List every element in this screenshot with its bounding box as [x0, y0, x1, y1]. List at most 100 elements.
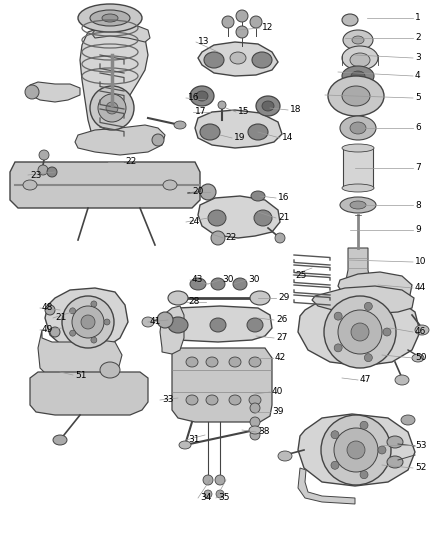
Ellipse shape — [334, 312, 342, 320]
Text: 34: 34 — [200, 494, 212, 503]
Ellipse shape — [364, 302, 372, 310]
Ellipse shape — [168, 317, 188, 333]
Ellipse shape — [100, 362, 120, 378]
Ellipse shape — [204, 490, 212, 498]
Ellipse shape — [387, 436, 403, 448]
Text: 9: 9 — [415, 225, 421, 235]
Text: 53: 53 — [415, 440, 427, 449]
Ellipse shape — [98, 94, 126, 122]
Polygon shape — [346, 248, 370, 285]
Ellipse shape — [236, 26, 248, 38]
Ellipse shape — [340, 116, 376, 140]
Text: 12: 12 — [262, 23, 273, 33]
Ellipse shape — [328, 76, 384, 116]
Ellipse shape — [90, 86, 134, 130]
Text: 52: 52 — [415, 464, 426, 472]
Ellipse shape — [412, 354, 424, 362]
Ellipse shape — [142, 317, 154, 327]
Ellipse shape — [81, 315, 95, 329]
Polygon shape — [172, 348, 272, 422]
Ellipse shape — [342, 86, 370, 106]
Ellipse shape — [186, 357, 198, 367]
Ellipse shape — [331, 431, 339, 439]
Text: 26: 26 — [276, 316, 287, 325]
Ellipse shape — [222, 16, 234, 28]
Ellipse shape — [248, 124, 268, 140]
Text: 18: 18 — [290, 106, 301, 115]
Ellipse shape — [334, 344, 342, 352]
Polygon shape — [198, 42, 278, 76]
Ellipse shape — [351, 71, 365, 81]
Ellipse shape — [360, 471, 368, 479]
Ellipse shape — [233, 278, 247, 290]
Ellipse shape — [350, 201, 366, 209]
Ellipse shape — [91, 301, 97, 307]
Polygon shape — [160, 306, 184, 354]
Text: 28: 28 — [188, 297, 199, 306]
Ellipse shape — [249, 426, 261, 434]
Ellipse shape — [383, 328, 391, 336]
Ellipse shape — [251, 191, 265, 201]
Ellipse shape — [70, 330, 76, 336]
Text: 30: 30 — [248, 276, 259, 285]
Ellipse shape — [378, 446, 386, 454]
Ellipse shape — [343, 30, 373, 50]
Ellipse shape — [351, 323, 369, 341]
Text: 21: 21 — [55, 313, 67, 322]
Polygon shape — [195, 110, 282, 148]
Ellipse shape — [157, 312, 173, 328]
Text: 27: 27 — [276, 334, 287, 343]
Ellipse shape — [321, 415, 391, 485]
Ellipse shape — [342, 66, 374, 86]
Polygon shape — [38, 330, 122, 382]
Ellipse shape — [229, 357, 241, 367]
Ellipse shape — [200, 184, 216, 200]
Ellipse shape — [216, 490, 224, 498]
Ellipse shape — [25, 85, 39, 99]
Polygon shape — [162, 306, 272, 342]
Ellipse shape — [218, 101, 226, 109]
Text: 50: 50 — [415, 353, 427, 362]
Text: 30: 30 — [222, 276, 233, 285]
Ellipse shape — [90, 10, 130, 26]
Ellipse shape — [50, 327, 60, 337]
Ellipse shape — [331, 461, 339, 469]
Text: 31: 31 — [188, 435, 199, 445]
Ellipse shape — [340, 197, 376, 213]
Ellipse shape — [211, 278, 225, 290]
Ellipse shape — [106, 102, 118, 114]
Ellipse shape — [250, 291, 270, 305]
Ellipse shape — [342, 14, 358, 26]
Ellipse shape — [206, 357, 218, 367]
Ellipse shape — [275, 233, 285, 243]
Text: 25: 25 — [295, 271, 306, 279]
Ellipse shape — [352, 36, 364, 44]
Ellipse shape — [208, 210, 226, 226]
Text: 49: 49 — [42, 326, 53, 335]
Ellipse shape — [204, 52, 224, 68]
Ellipse shape — [206, 395, 218, 405]
Ellipse shape — [236, 10, 248, 22]
Text: 4: 4 — [415, 71, 420, 80]
Ellipse shape — [395, 375, 409, 385]
Text: 3: 3 — [415, 53, 421, 62]
Bar — [343, 148, 373, 188]
Polygon shape — [45, 288, 128, 352]
Ellipse shape — [249, 395, 261, 405]
Text: 1: 1 — [415, 13, 421, 22]
Ellipse shape — [70, 308, 76, 314]
Text: 47: 47 — [360, 376, 371, 384]
Polygon shape — [10, 162, 200, 208]
Ellipse shape — [203, 475, 213, 485]
Text: 44: 44 — [415, 284, 426, 293]
Ellipse shape — [250, 430, 260, 440]
Ellipse shape — [168, 291, 188, 305]
Text: 40: 40 — [272, 387, 283, 397]
Ellipse shape — [174, 121, 186, 129]
Ellipse shape — [72, 306, 104, 338]
Polygon shape — [198, 196, 280, 238]
Ellipse shape — [415, 325, 429, 335]
Ellipse shape — [179, 441, 191, 449]
Ellipse shape — [190, 278, 206, 290]
Text: 43: 43 — [192, 276, 203, 285]
